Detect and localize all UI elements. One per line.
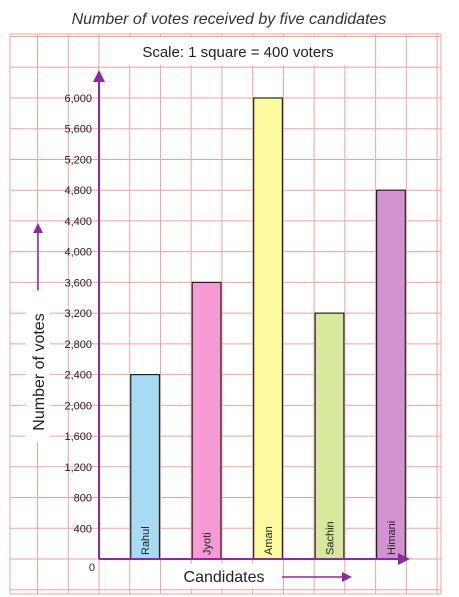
bar-label-jyoti: Jyoti bbox=[202, 532, 214, 555]
bar-himani bbox=[376, 189, 406, 560]
x-direction-arrow bbox=[282, 572, 352, 582]
y-axis-label: Number of votes bbox=[31, 313, 48, 430]
y-tick-label: 1,200 bbox=[64, 462, 92, 474]
bars-group bbox=[130, 97, 406, 560]
bar-aman bbox=[253, 97, 284, 560]
y-tick-label: 3,200 bbox=[64, 308, 92, 320]
bar-label-sachin: Sachin bbox=[325, 521, 337, 555]
y-tick-label: 6,000 bbox=[64, 93, 92, 105]
scale-note-box: Scale: 1 square = 400 voters bbox=[128, 37, 348, 65]
y-tick-label: 5,200 bbox=[64, 154, 92, 166]
chart-axes bbox=[93, 70, 410, 565]
bar-jyoti bbox=[191, 281, 222, 560]
y-tick-label: 5,600 bbox=[64, 124, 92, 136]
y-tick-label: 1,600 bbox=[64, 431, 92, 443]
y-tick-label: 2,000 bbox=[64, 400, 92, 412]
chart-title: Number of votes received by five candida… bbox=[72, 11, 387, 28]
bar-labels: Rahul Jyoti Aman Sachin Himani bbox=[140, 521, 398, 555]
y-tick-label: 4,800 bbox=[64, 185, 92, 197]
y-tick-label: 400 bbox=[74, 523, 92, 535]
grid-border bbox=[9, 33, 442, 595]
y-tick-label: 4,000 bbox=[64, 247, 92, 259]
y-tick-label: 2,800 bbox=[64, 339, 92, 351]
x-axis-arrowhead bbox=[398, 553, 410, 565]
y-tick-label: 0 bbox=[89, 562, 95, 574]
y-axis-label-group: Number of votes bbox=[26, 292, 50, 442]
scale-note: Scale: 1 square = 400 voters bbox=[142, 44, 333, 61]
bar-sachin bbox=[314, 312, 345, 560]
y-tick-label: 4,400 bbox=[64, 216, 92, 228]
x-axis-label-group: Candidates bbox=[172, 564, 276, 588]
y-direction-arrow bbox=[33, 223, 43, 290]
bar-label-himani: Himani bbox=[386, 521, 398, 555]
bar-label-aman: Aman bbox=[263, 526, 275, 555]
y-axis-arrowhead bbox=[93, 70, 105, 82]
y-tick-label: 2,400 bbox=[64, 370, 92, 382]
bar-label-rahul: Rahul bbox=[140, 526, 152, 555]
bar-rahul bbox=[130, 374, 161, 560]
y-tick-label: 3,600 bbox=[64, 277, 92, 289]
x-axis-label: Candidates bbox=[184, 569, 265, 586]
y-tick-labels: 0 400 800 1,200 1,600 2,000 2,400 2,800 3,200 3,6… bbox=[64, 93, 95, 574]
y-tick-label: 800 bbox=[74, 493, 92, 505]
